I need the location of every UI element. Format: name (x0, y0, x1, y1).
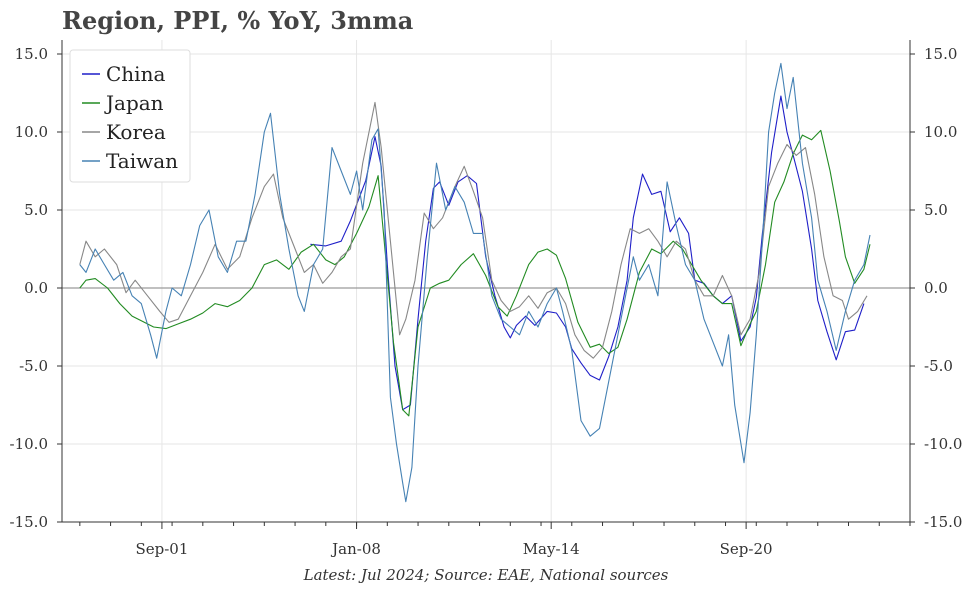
y-tick-label-right-1: 10.0 (924, 123, 957, 141)
legend-label-japan: Japan (104, 91, 164, 115)
y-tick-label-left-5: -10.0 (10, 435, 48, 453)
legend-label-taiwan: Taiwan (106, 149, 178, 173)
y-tick-label-right-2: 5.0 (924, 201, 948, 219)
x-tick-label-2: May-14 (523, 540, 580, 558)
y-tick-label-right-0: 15.0 (924, 45, 957, 63)
x-tick-label-1: Jan-08 (330, 540, 381, 558)
x-tick-label-0: Sep-01 (135, 540, 188, 558)
y-tick-label-left-0: 15.0 (15, 45, 48, 63)
y-axis-right-tick-labels: 15.0 10.0 5.0 0.0 -5.0 -10.0 -15.0 (924, 45, 962, 531)
y-tick-label-left-1: 10.0 (15, 123, 48, 141)
legend-label-korea: Korea (106, 120, 166, 144)
y-tick-label-right-4: -5.0 (924, 357, 953, 375)
y-tick-label-right-6: -15.0 (924, 513, 962, 531)
series-line-china (310, 95, 865, 411)
y-tick-label-right-5: -10.0 (924, 435, 962, 453)
legend: China Japan Korea Taiwan (69, 49, 191, 183)
y-tick-label-left-2: 5.0 (24, 201, 48, 219)
legend-box (69, 49, 191, 183)
y-tick-label-right-3: 0.0 (924, 279, 948, 297)
series-line-taiwan (79, 62, 871, 503)
series-line-korea (79, 101, 868, 359)
axes (57, 40, 915, 529)
chart-footnote: Latest: Jul 2024; Source: EAE, National … (303, 566, 669, 584)
series-lines (79, 62, 871, 503)
y-tick-label-left-4: -5.0 (19, 357, 48, 375)
y-axis-left-tick-labels: 15.0 10.0 5.0 0.0 -5.0 -10.0 -15.0 (10, 45, 48, 531)
y-tick-label-left-6: -15.0 (10, 513, 48, 531)
x-tick-label-3: Sep-20 (720, 540, 773, 558)
x-axis-tick-labels: Sep-01 Jan-08 May-14 Sep-20 (135, 540, 772, 558)
chart-title: Region, PPI, % YoY, 3mma (62, 6, 414, 35)
legend-label-china: China (106, 62, 165, 86)
y-tick-label-left-3: 0.0 (24, 279, 48, 297)
series-line-japan (79, 129, 871, 417)
